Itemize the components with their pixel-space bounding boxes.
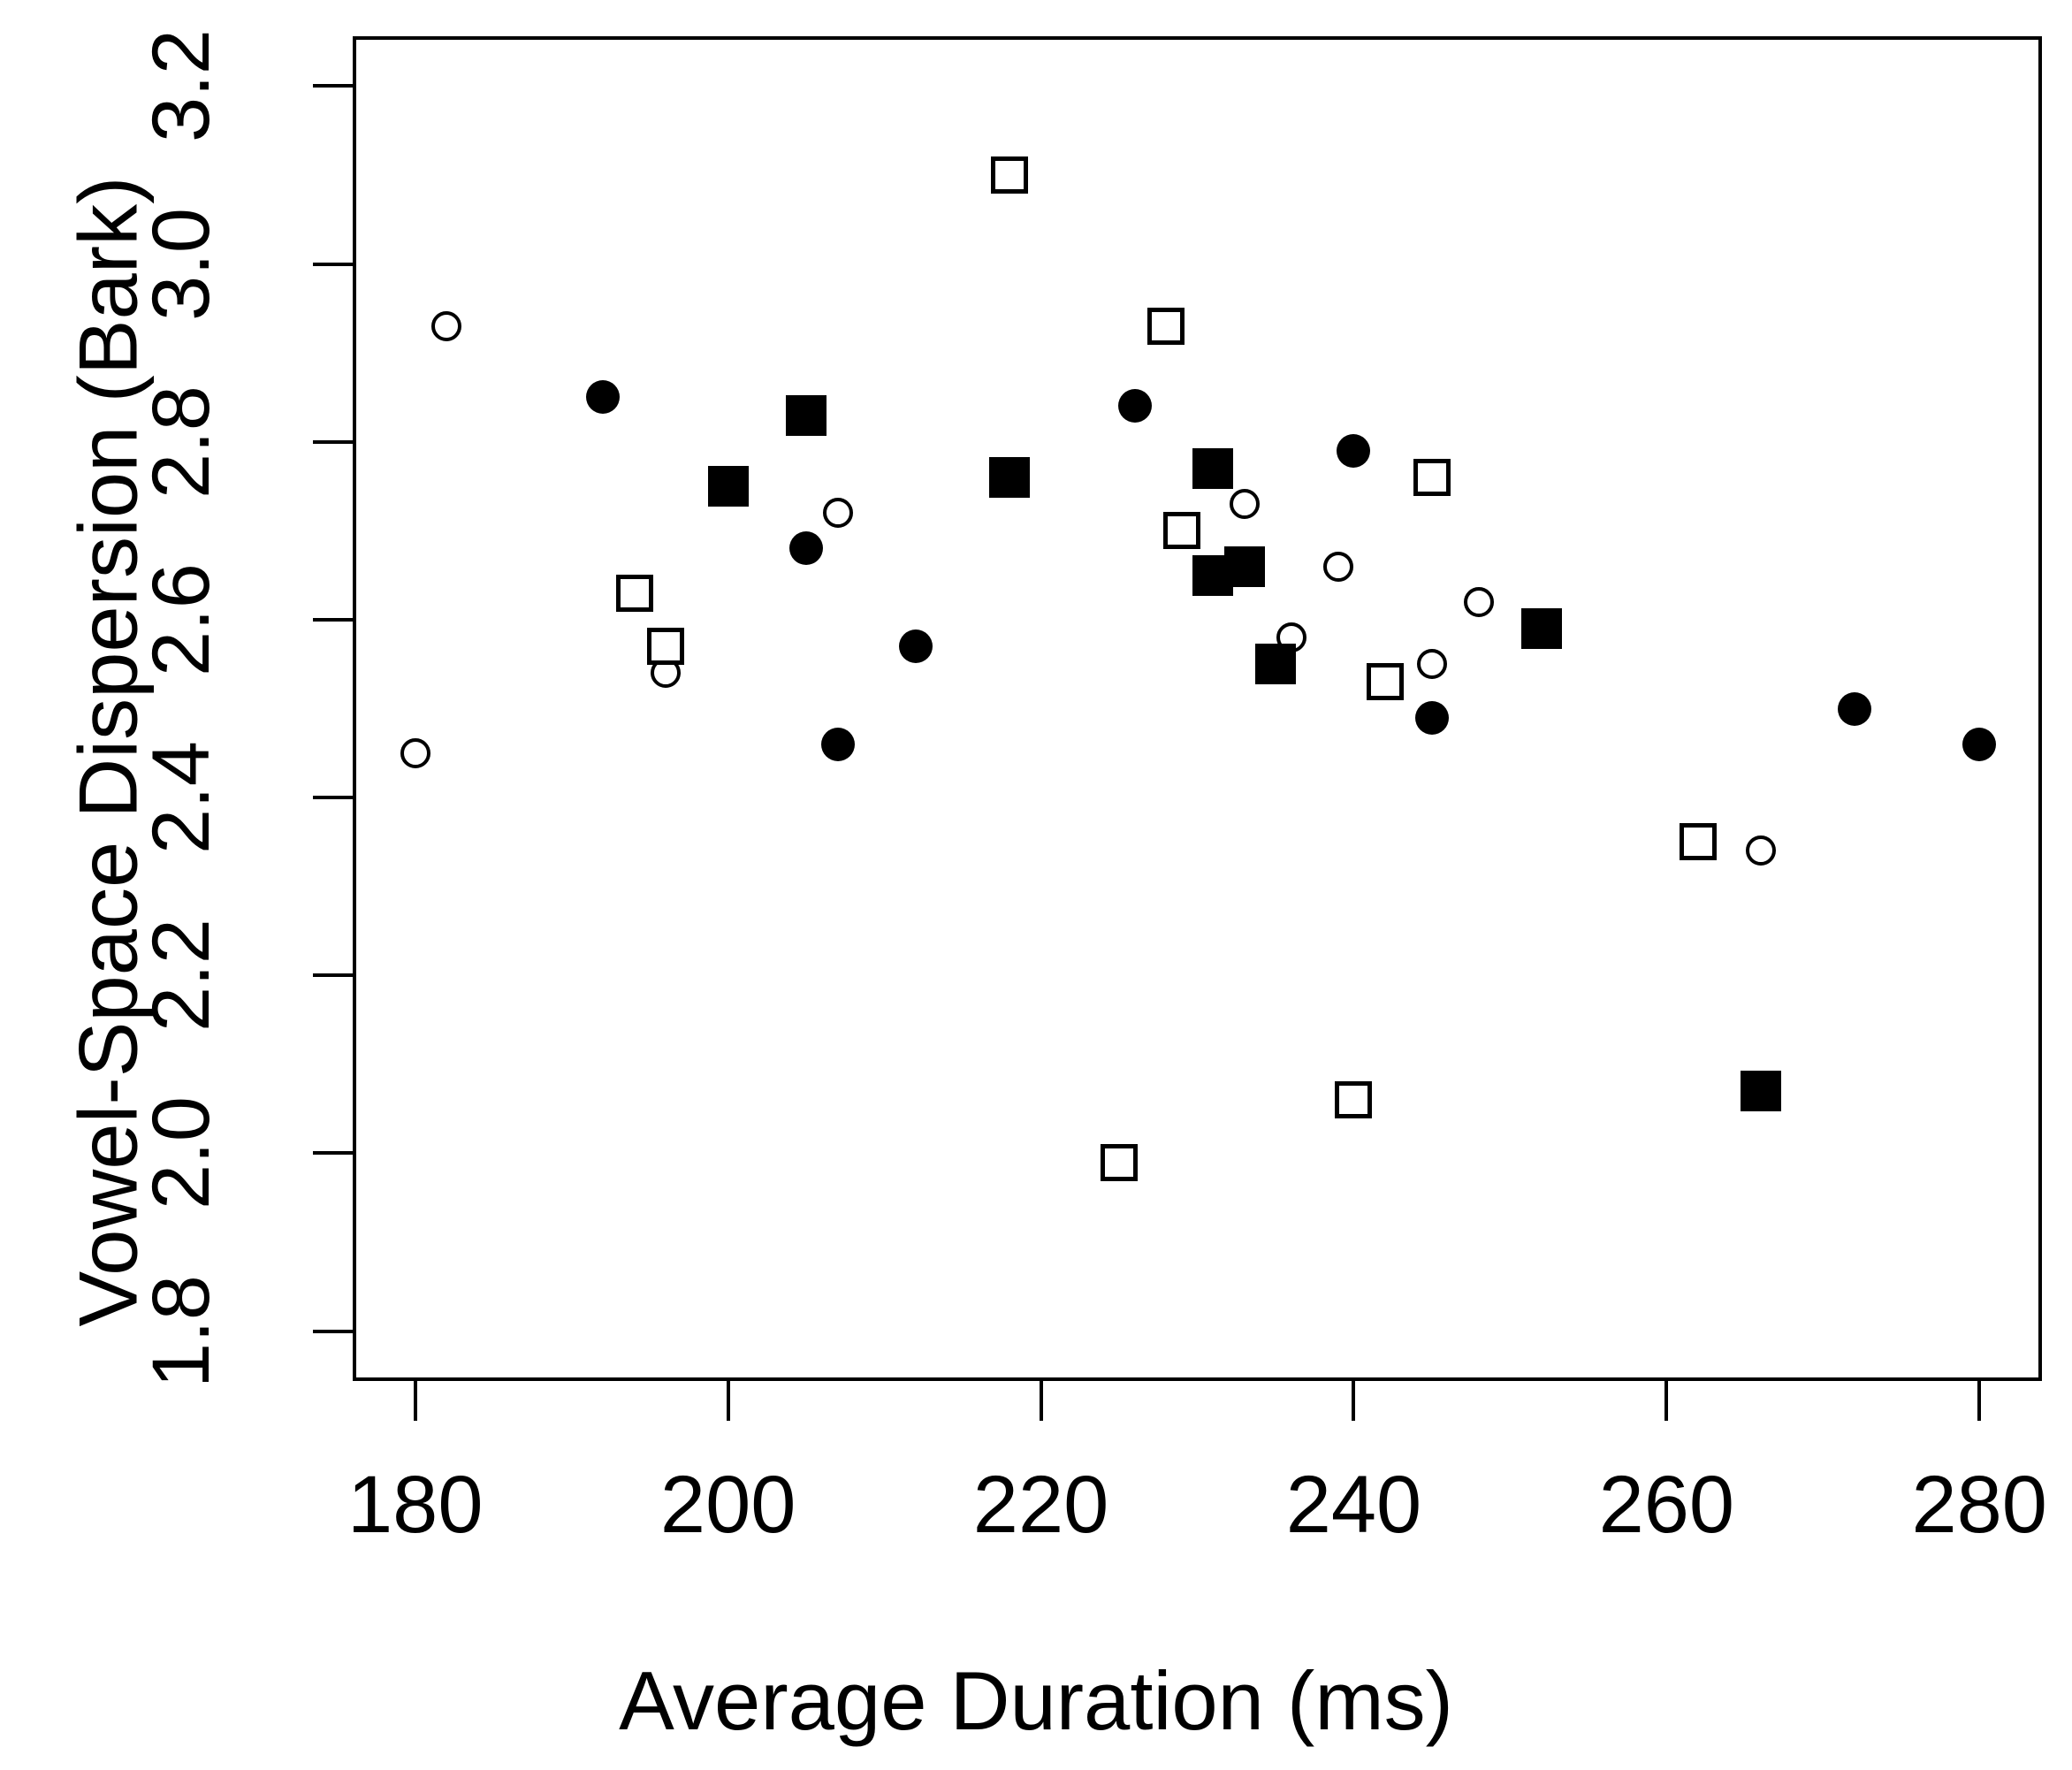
y-tick-mark [313, 973, 353, 978]
x-tick-label: 280 [1911, 1460, 2047, 1550]
data-point-open-circle [822, 498, 853, 529]
data-point-open-square [1679, 823, 1717, 861]
x-axis-title: Average Duration (ms) [619, 1654, 1453, 1747]
data-point-filled-square [707, 466, 749, 507]
y-tick-mark [313, 1151, 353, 1156]
data-point-open-circle [1229, 489, 1260, 520]
data-point-filled-square [1740, 1071, 1781, 1112]
y-tick-mark [313, 796, 353, 800]
data-point-open-square [1413, 458, 1451, 496]
data-point-open-square [615, 574, 653, 612]
data-point-open-square [991, 156, 1029, 194]
data-point-open-circle [1464, 586, 1494, 617]
data-point-open-circle [1745, 835, 1776, 866]
data-point-filled-circle [1117, 389, 1152, 423]
y-tick-mark [313, 84, 353, 88]
y-axis-title-area: Vowel-Space Dispersion (Bark) [27, 36, 155, 1381]
data-point-open-circle [400, 737, 430, 768]
data-point-open-square [1366, 663, 1404, 701]
data-point-open-circle [1322, 551, 1353, 582]
y-axis-title: Vowel-Space Dispersion (Bark) [61, 176, 155, 1327]
data-point-filled-circle [820, 727, 855, 761]
x-tick-mark [1977, 1381, 1982, 1421]
data-point-filled-square [786, 394, 827, 436]
data-point-filled-square [1254, 644, 1296, 685]
x-tick-label: 220 [972, 1460, 1109, 1550]
data-point-filled-circle [1962, 727, 1997, 761]
data-point-open-square [1101, 1143, 1139, 1181]
data-point-filled-circle [1337, 433, 1371, 468]
x-tick-label: 200 [659, 1460, 796, 1550]
y-tick-mark [313, 1329, 353, 1333]
data-point-filled-circle [1414, 700, 1449, 735]
data-point-open-circle [1416, 649, 1447, 680]
data-point-filled-circle [899, 629, 933, 664]
plot-area [353, 36, 2042, 1381]
data-point-filled-square [1192, 447, 1234, 489]
data-point-filled-circle [586, 380, 621, 415]
y-tick-mark [313, 439, 353, 444]
x-tick-mark [1039, 1381, 1043, 1421]
data-point-open-square [1162, 512, 1200, 550]
y-tick-mark [313, 262, 353, 266]
data-point-open-square [1335, 1081, 1373, 1119]
data-point-filled-circle [789, 531, 824, 566]
x-tick-mark [726, 1381, 730, 1421]
data-point-open-circle [431, 310, 462, 341]
data-point-filled-circle [1837, 691, 1871, 726]
x-tick-mark [413, 1381, 417, 1421]
data-point-open-square [646, 628, 684, 666]
data-point-filled-square [989, 456, 1031, 498]
x-tick-mark [1664, 1381, 1669, 1421]
x-tick-mark [1352, 1381, 1356, 1421]
x-tick-label: 260 [1598, 1460, 1735, 1550]
x-tick-label: 240 [1285, 1460, 1422, 1550]
data-point-filled-square [1223, 545, 1265, 587]
data-point-filled-square [1520, 607, 1562, 649]
x-tick-label: 180 [347, 1460, 484, 1550]
data-point-open-square [1147, 307, 1185, 345]
y-tick-mark [313, 617, 353, 622]
